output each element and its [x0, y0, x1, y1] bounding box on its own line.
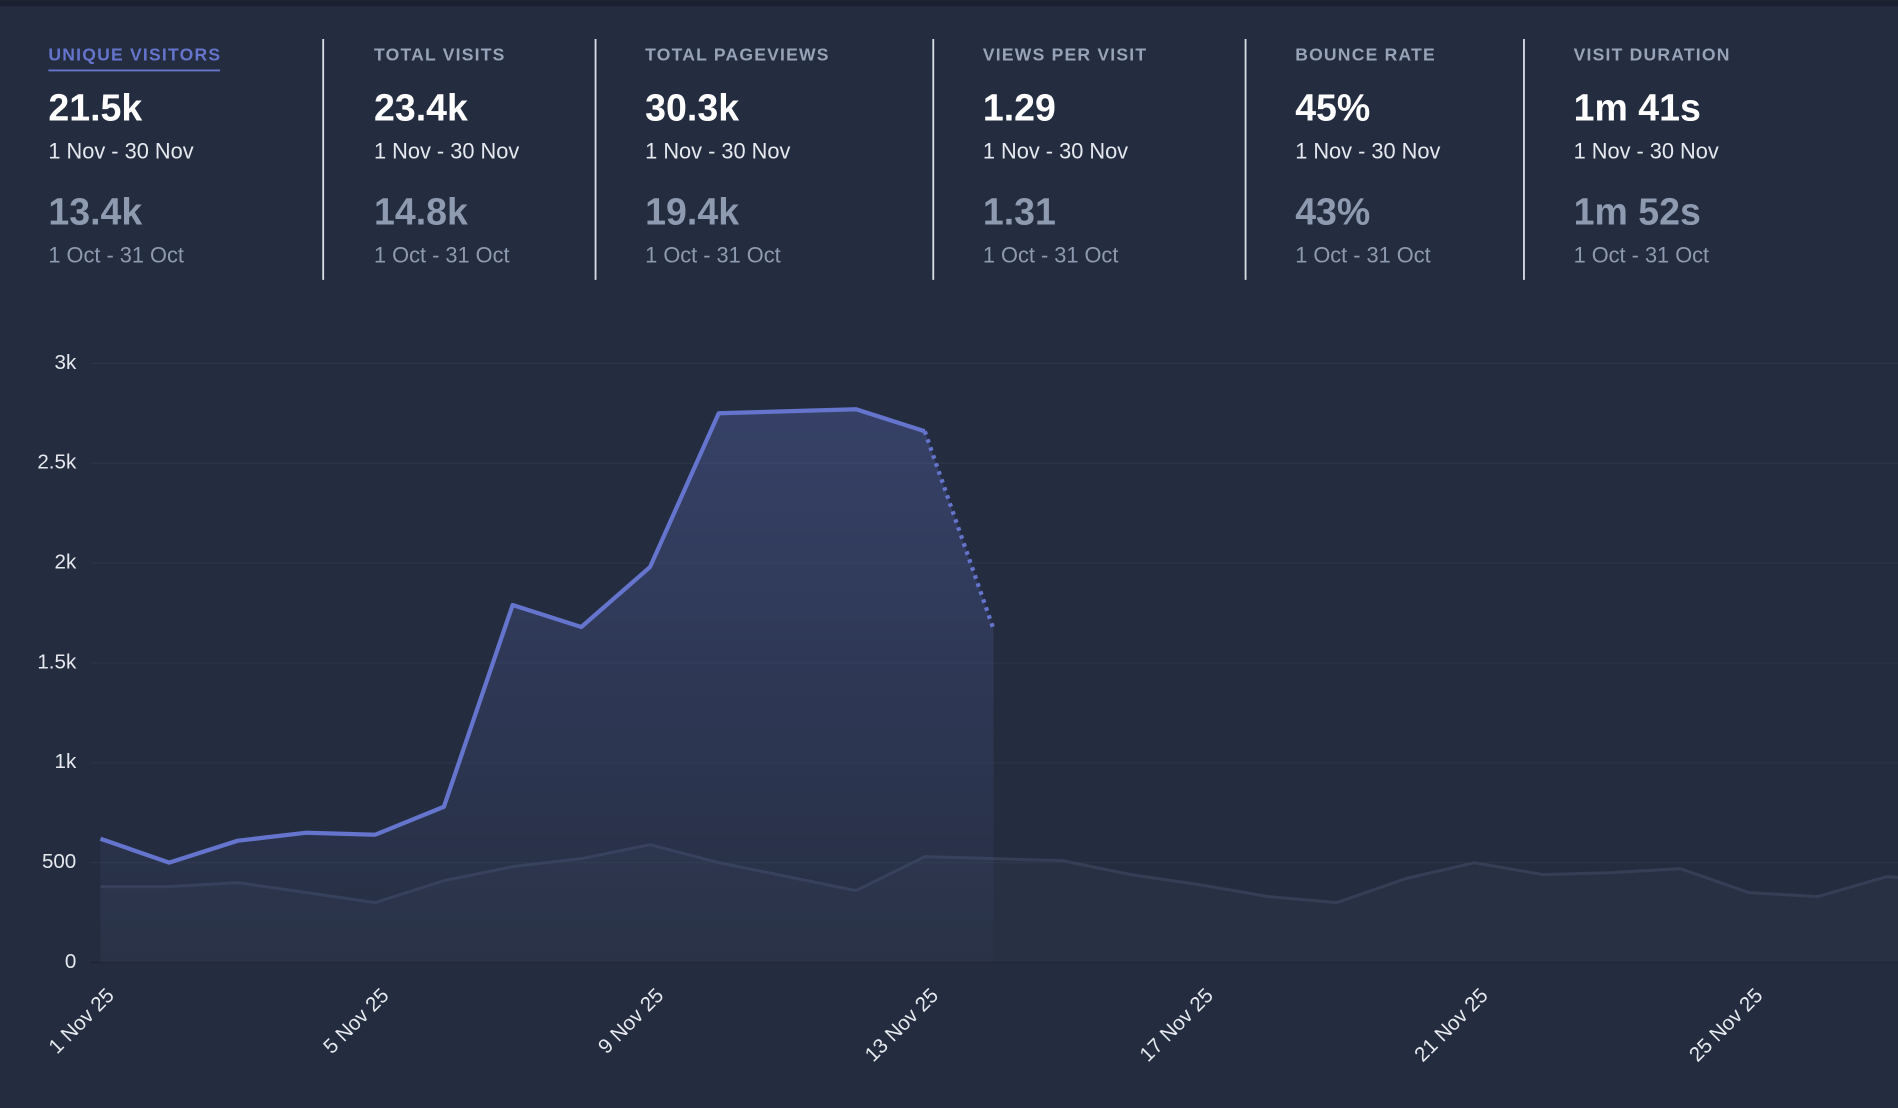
stat-previous-period: 1 Oct - 31 Oct: [1574, 243, 1709, 268]
stat-previous-value: 43%: [1295, 190, 1370, 232]
stat-previous-period: 1 Oct - 31 Oct: [983, 243, 1118, 268]
y-tick-label: 0: [65, 950, 76, 973]
y-tick-label: 500: [42, 850, 76, 873]
stat-label[interactable]: UNIQUE VISITORS: [48, 45, 221, 65]
stat-previous-period: 1 Oct - 31 Oct: [48, 243, 183, 268]
stat-previous-period: 1 Oct - 31 Oct: [1295, 243, 1430, 268]
stat-label[interactable]: TOTAL PAGEVIEWS: [645, 45, 830, 65]
stat-label[interactable]: VIEWS PER VISIT: [983, 45, 1147, 65]
x-tick-label: 21 Nov 25: [1410, 984, 1493, 1067]
stat-value: 1m 41s: [1574, 86, 1701, 128]
x-tick-label: 17 Nov 25: [1135, 984, 1218, 1067]
y-tick-label: 2.5k: [37, 451, 77, 474]
stat-period: 1 Nov - 30 Nov: [48, 138, 193, 163]
top-bar: [0, 0, 1898, 7]
line: [99, 407, 996, 865]
stat-value: 45%: [1295, 86, 1370, 128]
x-tick-label: 1 Nov 25: [44, 984, 118, 1058]
stat-label[interactable]: BOUNCE RATE: [1295, 45, 1436, 65]
stat-previous-value: 1.31: [983, 190, 1056, 232]
stats: UNIQUE VISITORS 21.5k 1 Nov - 30 Nov 13.4k 1…: [48, 38, 1731, 280]
y-tick-label: 1k: [55, 750, 77, 773]
y-tick-label: 2k: [55, 551, 77, 574]
y-tick-label: 1.5k: [37, 650, 77, 673]
stat-period: 1 Nov - 30 Nov: [983, 138, 1128, 163]
stat-value: 30.3k: [645, 86, 739, 128]
stat-value: 1.29: [983, 86, 1056, 128]
x-tick-label: 9 Nov 25: [594, 984, 668, 1058]
stat-period: 1 Nov - 30 Nov: [645, 138, 790, 163]
stat-previous-period: 1 Oct - 31 Oct: [374, 243, 509, 268]
stat-previous-value: 13.4k: [48, 190, 142, 232]
stat-previous-period: 1 Oct - 31 Oct: [645, 243, 780, 268]
stat-label[interactable]: VISIT DURATION: [1574, 45, 1731, 65]
x-tick-label: 5 Nov 25: [319, 984, 393, 1058]
stat-previous-value: 19.4k: [645, 190, 739, 232]
stat-previous-value: 1m 52s: [1574, 190, 1701, 232]
stat-period: 1 Nov - 30 Nov: [374, 138, 519, 163]
stat-previous-value: 14.8k: [374, 190, 468, 232]
stat-period: 1 Nov - 30 Nov: [1295, 138, 1440, 163]
stat-value: 23.4k: [374, 86, 468, 128]
x-tick-label: 25 Nov 25: [1685, 984, 1768, 1067]
stat-label[interactable]: TOTAL VISITS: [374, 45, 506, 65]
y-tick-label: 3k: [55, 351, 77, 374]
stat-value: 21.5k: [48, 86, 142, 128]
chart: 0 500 1k 1.5k 2k 2.5k 3k 1 Nov 25 5 Nov 25 9 Nov …: [37, 351, 1898, 1067]
stat-period: 1 Nov - 30 Nov: [1574, 138, 1719, 163]
area-fill: [100, 409, 994, 963]
x-tick-label: 13 Nov 25: [861, 984, 944, 1067]
